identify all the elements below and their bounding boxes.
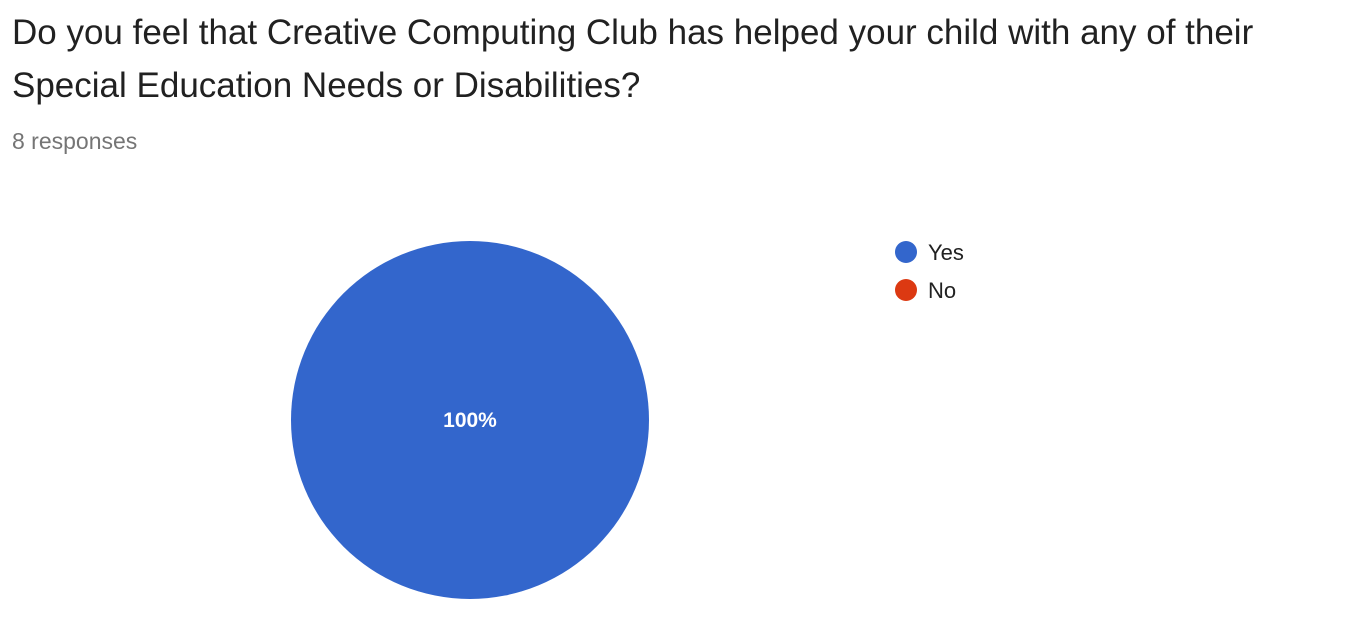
response-count: 8 responses [12, 128, 138, 154]
pie-slices [291, 241, 649, 599]
question-title: Do you feel that Creative Computing Club… [12, 13, 1254, 105]
legend-label-yes: Yes [928, 240, 964, 265]
legend-label-no: No [928, 278, 956, 303]
pie-slice-yes [291, 241, 649, 599]
chart-legend: Yes No [895, 240, 964, 303]
legend-swatch-no [895, 279, 917, 301]
pie-labels: 100% [443, 409, 497, 432]
legend-swatch-yes [895, 241, 917, 263]
slice-value-label-yes: 100% [443, 409, 497, 432]
